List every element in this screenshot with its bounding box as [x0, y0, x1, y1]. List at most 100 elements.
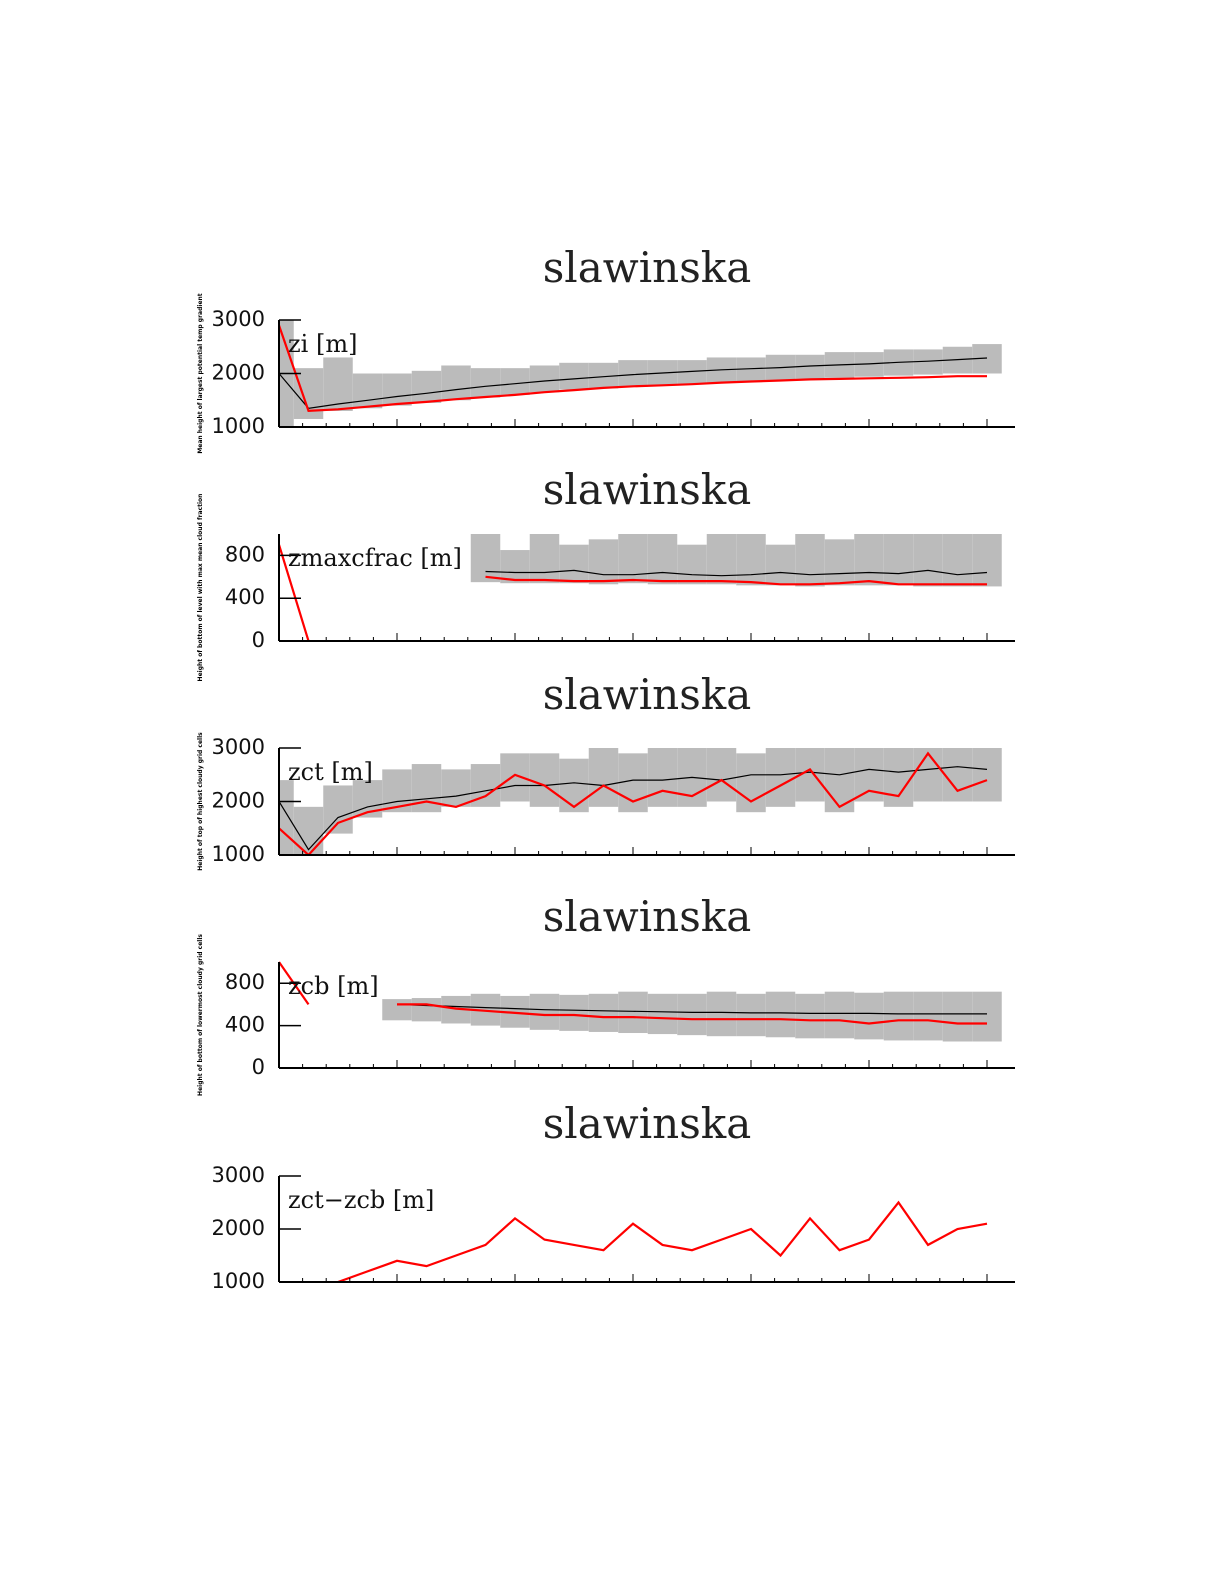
y-tick-label: 800: [225, 542, 265, 566]
range-band: [529, 534, 560, 584]
y-tick-label: 400: [225, 585, 265, 609]
series-line: [485, 569, 988, 577]
range-band: [323, 785, 353, 834]
range-band: [411, 998, 442, 1022]
y-axis-label: Height of bottom of lowermost cloudy gri…: [197, 934, 204, 1096]
annotation: zct [m]: [288, 758, 373, 786]
plot-area: [279, 961, 1002, 1042]
y-tick-label: 2000: [212, 1216, 265, 1240]
range-band: [559, 544, 589, 584]
y-tick-label: 1000: [212, 414, 265, 438]
y-tick-label: 800: [225, 970, 265, 994]
range-band: [913, 534, 943, 587]
range-band: [765, 544, 796, 586]
range-band: [883, 991, 914, 1041]
range-band: [470, 534, 501, 583]
range-band: [647, 534, 678, 585]
chart-title: slawinska: [543, 670, 752, 719]
range-band: [942, 991, 973, 1042]
range-band: [913, 991, 943, 1041]
series-line: [396, 1003, 987, 1015]
chart-title: slawinska: [543, 465, 752, 514]
panel: slawinska Height of bottom of level with …: [197, 465, 1015, 681]
plot-area: [337, 1200, 988, 1282]
range-band: [647, 993, 678, 1035]
y-axis-label: Height of bottom of level with max mean …: [197, 494, 204, 682]
y-tick-label: 400: [225, 1013, 265, 1037]
y-tick-label: 2000: [212, 789, 265, 813]
range-band: [883, 534, 914, 586]
y-tick-label: 3000: [212, 735, 265, 759]
range-band: [736, 993, 766, 1037]
panel: slawinska Mean height of largest potentia…: [197, 243, 1015, 454]
series-line: [279, 544, 987, 641]
y-tick-label: 0: [252, 628, 265, 652]
y-tick-label: 3000: [212, 307, 265, 331]
range-band: [795, 993, 825, 1039]
range-band: [765, 991, 796, 1038]
range-band: [618, 991, 648, 1034]
range-band: [529, 365, 560, 393]
range-band: [559, 994, 589, 1031]
range-band: [352, 373, 383, 409]
y-tick-label: 2000: [212, 361, 265, 385]
range-band: [677, 544, 707, 585]
annotation: zcb [m]: [288, 972, 379, 1000]
annotation: zct−zcb [m]: [288, 1186, 434, 1214]
range-band: [854, 534, 884, 586]
y-tick-label: 1000: [212, 1269, 265, 1293]
range-band: [529, 753, 560, 807]
range-band: [500, 550, 530, 584]
range-band: [411, 370, 442, 403]
range-band: [441, 769, 471, 807]
y-axis-label: Mean height of largest potential temp gr…: [197, 293, 204, 453]
y-tick-label: 0: [252, 1055, 265, 1079]
range-band: [942, 534, 973, 587]
range-band: [588, 993, 619, 1032]
range-band: [972, 748, 1002, 802]
series-line: [279, 325, 987, 413]
range-band: [500, 368, 530, 395]
series-line: [337, 1200, 988, 1282]
range-band: [279, 780, 294, 855]
range-band: [972, 991, 1002, 1042]
range-band: [618, 753, 648, 813]
range-band: [529, 993, 560, 1030]
panel: slawinska Height of bottom of lowermost c…: [197, 892, 1015, 1096]
range-band: [588, 748, 619, 807]
range-band: [795, 534, 825, 587]
range-band: [559, 362, 589, 390]
range-band: [677, 993, 707, 1036]
range-band: [618, 534, 648, 584]
plot-area: [279, 320, 1002, 427]
series-line: [279, 751, 988, 855]
range-band: [411, 764, 442, 813]
series-line: [279, 357, 988, 409]
chart-title: slawinska: [543, 892, 752, 941]
chart-title: slawinska: [543, 1099, 752, 1148]
range-band: [736, 534, 766, 586]
range-band: [972, 534, 1002, 587]
range-band: [706, 748, 737, 802]
y-axis-label: Height of top of highest cloudy grid cel…: [197, 732, 204, 871]
range-band: [824, 539, 855, 586]
range-band: [559, 758, 589, 813]
range-band: [706, 534, 737, 585]
range-band: [913, 748, 943, 802]
range-band: [765, 748, 796, 807]
range-band: [883, 748, 914, 807]
range-band: [647, 748, 678, 807]
range-band: [470, 368, 501, 398]
plot-area: [279, 748, 1002, 855]
range-band: [824, 748, 855, 813]
y-tick-label: 3000: [212, 1163, 265, 1187]
annotation: zi [m]: [288, 330, 357, 358]
chart-title: slawinska: [543, 243, 752, 292]
range-band: [382, 373, 412, 406]
range-band: [293, 806, 324, 855]
series-line: [279, 766, 988, 851]
range-band: [706, 991, 737, 1037]
range-band: [382, 999, 412, 1021]
range-band: [588, 539, 619, 585]
